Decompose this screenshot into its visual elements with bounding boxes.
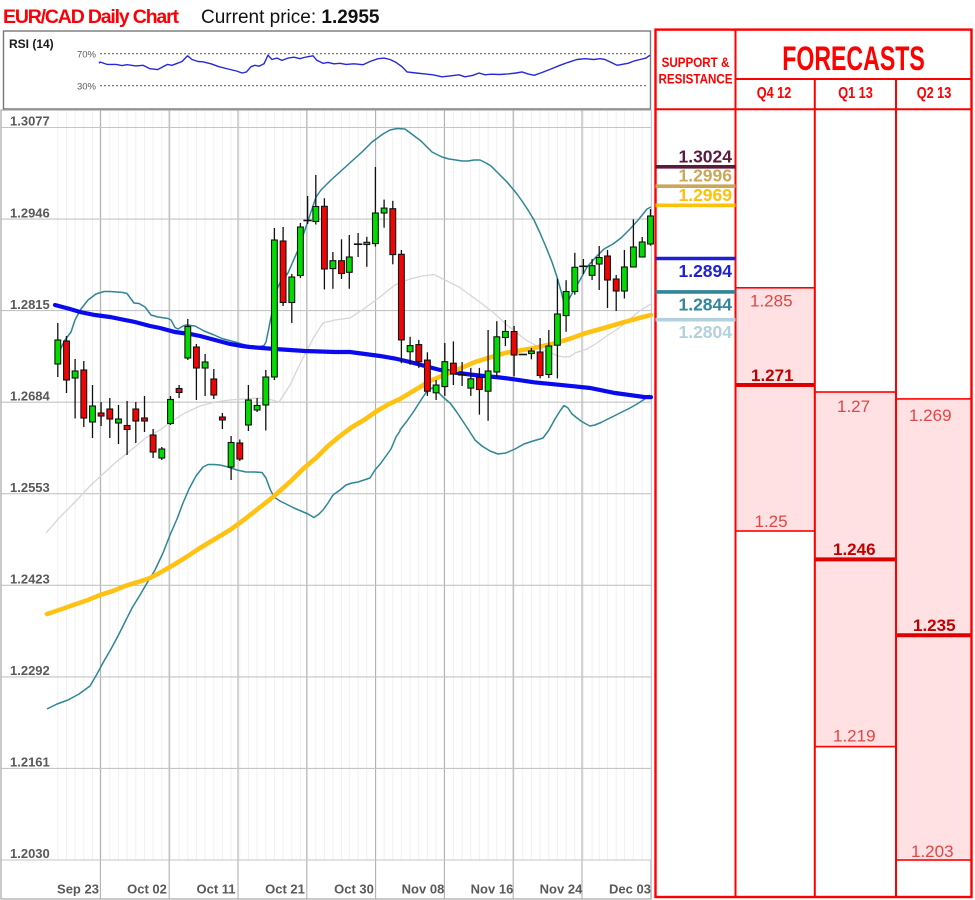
svg-text:Oct 02: Oct 02 (127, 882, 167, 897)
svg-text:1.27: 1.27 (837, 397, 870, 416)
svg-text:1.2684: 1.2684 (10, 388, 51, 403)
svg-text:1.269: 1.269 (909, 406, 952, 425)
svg-text:1.2292: 1.2292 (10, 663, 50, 678)
svg-text:1.2423: 1.2423 (10, 572, 50, 587)
svg-text:1.2815: 1.2815 (10, 297, 50, 312)
svg-text:RESISTANCE: RESISTANCE (658, 70, 732, 86)
svg-text:1.2030: 1.2030 (10, 846, 50, 861)
svg-text:1.2804: 1.2804 (678, 322, 732, 342)
svg-text:Dec 03: Dec 03 (609, 882, 651, 897)
svg-text:30%: 30% (77, 82, 97, 93)
svg-text:Nov 24: Nov 24 (540, 882, 583, 897)
svg-text:FORECASTS: FORECASTS (782, 39, 925, 78)
svg-text:Nov 16: Nov 16 (471, 882, 514, 897)
svg-text:1.246: 1.246 (833, 540, 876, 559)
svg-text:SUPPORT &: SUPPORT & (662, 54, 730, 70)
svg-text:1.235: 1.235 (913, 616, 956, 635)
svg-text:1.203: 1.203 (911, 842, 954, 861)
svg-text:RSI (14): RSI (14) (9, 37, 54, 51)
svg-text:1.285: 1.285 (750, 292, 793, 311)
svg-text:Current price: 1.2955: Current price: 1.2955 (201, 7, 380, 28)
svg-text:1.219: 1.219 (833, 727, 876, 746)
svg-text:1.2161: 1.2161 (10, 755, 50, 770)
svg-text:70%: 70% (77, 50, 97, 61)
svg-text:1.2996: 1.2996 (678, 166, 732, 186)
svg-text:Sep 23: Sep 23 (57, 882, 99, 897)
svg-text:1.3077: 1.3077 (10, 114, 50, 129)
svg-text:1.2844: 1.2844 (678, 294, 732, 314)
svg-text:Oct 21: Oct 21 (265, 882, 305, 897)
svg-text:Q2 13: Q2 13 (917, 85, 952, 102)
svg-text:1.2553: 1.2553 (10, 480, 50, 495)
svg-text:1.25: 1.25 (755, 512, 788, 531)
svg-text:EUR/CAD Daily Chart: EUR/CAD Daily Chart (3, 6, 180, 28)
svg-text:1.2946: 1.2946 (10, 205, 50, 220)
svg-text:Q4 12: Q4 12 (757, 85, 792, 102)
svg-text:1.2894: 1.2894 (678, 261, 732, 281)
svg-text:Q1 13: Q1 13 (838, 85, 873, 102)
svg-text:Nov 08: Nov 08 (402, 882, 445, 897)
svg-text:Oct 11: Oct 11 (196, 882, 235, 897)
svg-text:1.271: 1.271 (751, 366, 794, 385)
svg-text:1.3024: 1.3024 (678, 146, 732, 166)
svg-text:Oct 30: Oct 30 (334, 882, 374, 897)
svg-text:1.2969: 1.2969 (678, 185, 732, 205)
